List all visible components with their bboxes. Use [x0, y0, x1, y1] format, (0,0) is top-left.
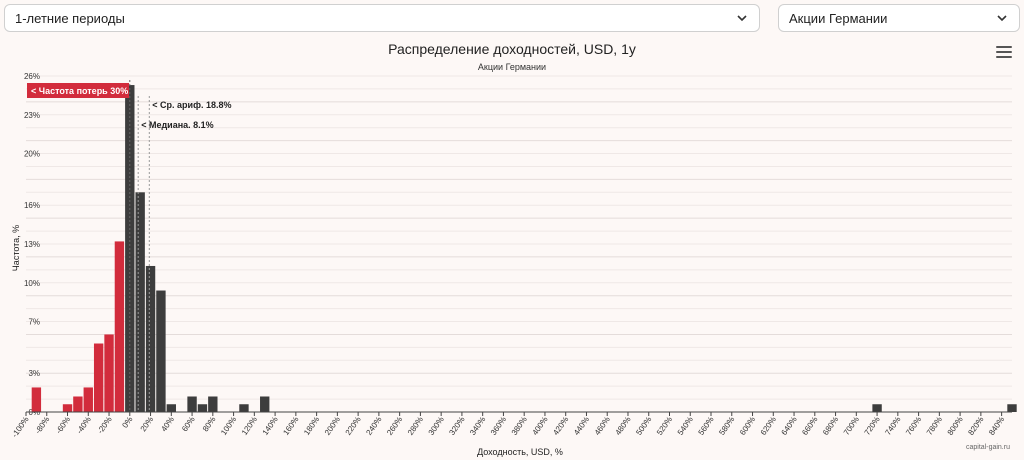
x-tick-label: 420%	[551, 415, 570, 437]
x-tick-label: -100%	[10, 415, 31, 439]
x-tick-label: 20%	[139, 415, 156, 433]
x-tick-label: 640%	[780, 415, 799, 437]
loss-frequency-badge: < Частота потерь 30%	[27, 83, 129, 98]
y-tick-label: 16%	[24, 201, 40, 210]
x-tick-label: 660%	[800, 415, 819, 437]
market-select-value: Акции Германии	[789, 10, 888, 26]
x-tick-label: 400%	[530, 415, 549, 437]
chevron-down-icon	[997, 15, 1007, 22]
x-tick-label: 740%	[883, 415, 902, 437]
y-tick-label: 26%	[24, 72, 40, 81]
x-tick-label: -20%	[96, 415, 114, 435]
x-tick-label: 0%	[120, 415, 134, 430]
gain-bar	[166, 404, 176, 412]
x-tick-label: 320%	[447, 415, 466, 437]
x-tick-label: -80%	[33, 415, 51, 435]
x-tick-label: 820%	[966, 415, 985, 437]
gain-bar	[208, 396, 218, 412]
x-tick-label: 760%	[904, 415, 923, 437]
period-select-value: 1-летние периоды	[15, 10, 125, 26]
period-select[interactable]: 1-летние периоды	[4, 4, 760, 32]
chart-subtitle: Акции Германии	[478, 62, 546, 72]
mean-annotation: < Ср. ариф. 18.8%	[152, 100, 231, 110]
loss-bar	[31, 387, 42, 412]
gain-bar	[260, 396, 270, 412]
x-tick-label: 680%	[821, 415, 840, 437]
x-tick-label: 340%	[468, 415, 487, 437]
market-select[interactable]: Акции Германии	[778, 4, 1020, 32]
x-tick-label: 280%	[406, 415, 425, 437]
return-distribution-chart: Распределение доходностей, USD, 1y Акции…	[10, 41, 1017, 457]
x-tick-label: 180%	[302, 415, 321, 437]
gain-bar	[145, 265, 156, 412]
median-annotation: < Медиана. 8.1%	[141, 120, 213, 130]
gain-bar	[187, 396, 197, 412]
chart-title: Распределение доходностей, USD, 1y	[388, 41, 636, 57]
x-tick-label: 360%	[489, 415, 508, 437]
x-tick-label: 160%	[281, 415, 300, 437]
x-tick-label: 500%	[634, 415, 653, 437]
x-tick-label: 200%	[323, 415, 342, 437]
gain-bar	[1007, 404, 1017, 412]
x-tick-label: 720%	[863, 415, 882, 437]
x-tick-label: 560%	[697, 415, 716, 437]
x-tick-label: 440%	[572, 415, 591, 437]
x-tick-label: 300%	[427, 415, 446, 437]
x-tick-label: -60%	[54, 415, 72, 435]
loss-bar	[114, 241, 125, 412]
x-tick-label: 40%	[159, 415, 176, 433]
x-tick-label: 580%	[717, 415, 736, 437]
gain-bar	[135, 192, 145, 412]
y-tick-label: 10%	[24, 279, 40, 288]
x-tick-label: 80%	[201, 415, 218, 433]
x-axis-label: Доходность, USD, %	[477, 447, 563, 457]
x-tick-label: 140%	[261, 415, 280, 437]
x-tick-label: 240%	[364, 415, 383, 437]
loss-bar	[93, 343, 104, 412]
x-tick-label: 840%	[987, 415, 1006, 437]
x-tick-label: -40%	[75, 415, 93, 435]
x-tick-label: 460%	[593, 415, 612, 437]
x-tick-label: 220%	[344, 415, 363, 437]
x-tick-label: 780%	[925, 415, 944, 437]
x-tick-label: 620%	[759, 415, 778, 437]
x-tick-label: 520%	[655, 415, 674, 437]
y-axis-label: Частота, %	[11, 225, 21, 271]
x-tick-label: 800%	[946, 415, 965, 437]
y-tick-label: 3%	[28, 369, 40, 378]
x-tick-label: 60%	[180, 415, 197, 433]
loss-bar	[104, 334, 114, 412]
gain-bar	[156, 290, 166, 412]
loss-bar	[83, 387, 93, 412]
x-tick-label: 480%	[614, 415, 633, 437]
gain-bar	[239, 404, 249, 412]
x-tick-label: 700%	[842, 415, 861, 437]
loss-bar	[73, 396, 83, 412]
y-tick-label: 7%	[28, 318, 40, 327]
credit-text: capital-gain.ru	[966, 444, 1010, 451]
chevron-down-icon	[737, 15, 747, 22]
x-tick-label: 100%	[219, 415, 238, 437]
loss-frequency-label: < Частота потерь 30%	[31, 86, 128, 96]
x-tick-label: 260%	[385, 415, 404, 437]
y-tick-label: 23%	[24, 111, 40, 120]
loss-bar	[62, 404, 73, 412]
x-tick-label: 120%	[240, 415, 259, 437]
gain-bar	[872, 404, 882, 412]
gain-bar	[197, 404, 208, 412]
x-tick-label: 600%	[738, 415, 757, 437]
hamburger-menu-icon[interactable]	[996, 46, 1012, 58]
y-tick-label: 13%	[24, 240, 40, 249]
x-tick-label: 540%	[676, 415, 695, 437]
x-tick-label: 380%	[510, 415, 529, 437]
y-tick-label: 20%	[24, 150, 40, 159]
